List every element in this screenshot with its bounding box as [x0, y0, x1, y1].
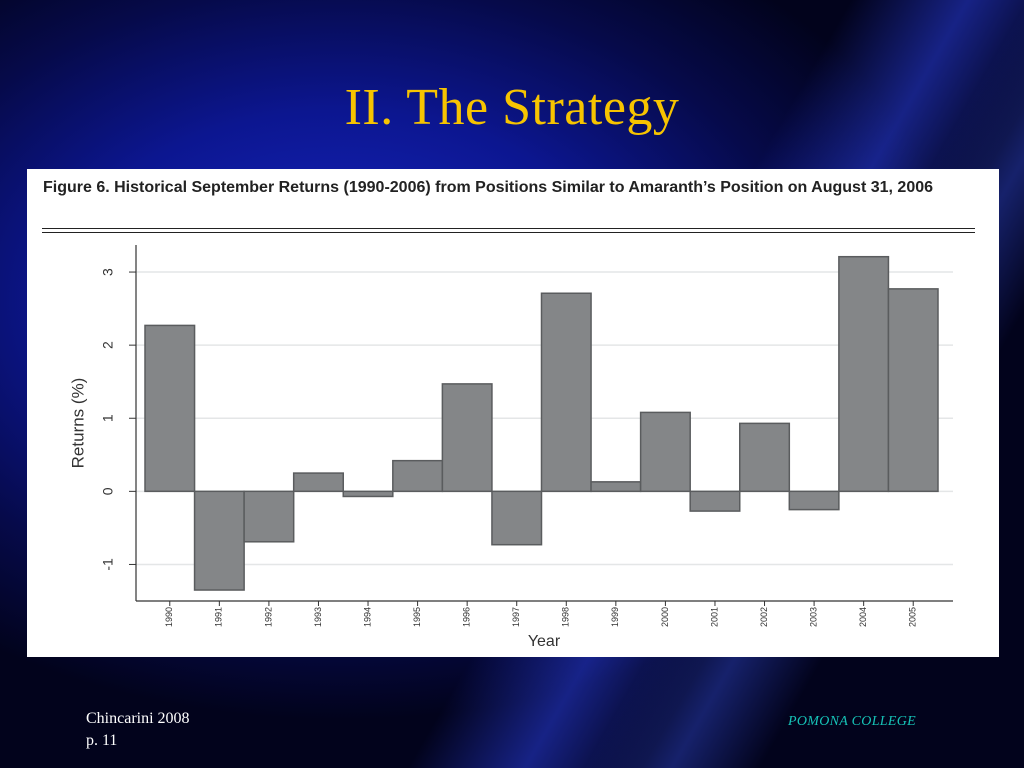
x-tick-label: 2004 [858, 607, 868, 627]
x-tick-label: 1999 [610, 607, 620, 627]
figure-panel: Figure 6. Historical September Returns (… [27, 169, 999, 657]
x-tick-label: 1996 [462, 607, 472, 627]
bar-2000 [639, 411, 691, 493]
bar-2002 [739, 422, 791, 493]
y-tick-label: -1 [100, 558, 116, 571]
bar-1998 [540, 292, 592, 493]
bar-1992 [243, 490, 295, 543]
bar-1996 [441, 383, 493, 493]
x-tick-label: 2002 [759, 607, 769, 627]
footer-author: Chincarini 2008 [86, 710, 190, 727]
bar-1997 [491, 490, 543, 546]
x-tick-label: 1995 [412, 607, 422, 627]
figure-caption: Figure 6. Historical September Returns (… [43, 179, 934, 196]
x-tick-label: 1998 [561, 607, 571, 627]
footer-page-number: p. 11 [86, 732, 118, 749]
bar-1991 [193, 490, 245, 591]
x-tick-label: 2003 [808, 607, 818, 627]
footer-institution: POMONA COLLEGE [788, 714, 917, 729]
bar-2005 [887, 288, 939, 493]
y-tick-label: 2 [100, 341, 116, 349]
bar-2003 [788, 490, 840, 511]
bar-1999 [590, 481, 642, 493]
bar-1993 [292, 472, 344, 493]
x-tick-label: 1990 [164, 607, 174, 627]
x-tick-label: 2000 [660, 607, 670, 627]
x-axis-title: Year [528, 633, 561, 650]
bar-2004 [838, 255, 890, 493]
x-tick-label: 2001 [709, 607, 719, 627]
x-tick-label: 1997 [511, 607, 521, 627]
x-tick-label: 1991 [214, 607, 224, 627]
bar-1994 [342, 490, 394, 498]
returns-bar-chart: -1 0 1 2 3 1990 1991 1992 1993 1994 1995 1996 1997 19… [68, 245, 953, 650]
x-tick-label: 1994 [362, 607, 372, 627]
x-tick-label: 1992 [263, 607, 273, 627]
bar-2001 [689, 490, 741, 512]
y-tick-label: 3 [100, 268, 116, 276]
y-axis-title: Returns (%) [68, 378, 87, 469]
x-tick-label: 1993 [313, 607, 323, 627]
caption-divider [42, 228, 975, 233]
slide-title: II. The Strategy [344, 79, 680, 136]
y-tick-label: 0 [100, 487, 116, 495]
bar-1995 [392, 459, 444, 493]
bar-1990 [144, 324, 196, 493]
x-tick-label: 2005 [908, 607, 918, 627]
y-tick-label: 1 [100, 414, 116, 422]
footer-citation: Chincarini 2008 p. 11 [86, 708, 190, 752]
